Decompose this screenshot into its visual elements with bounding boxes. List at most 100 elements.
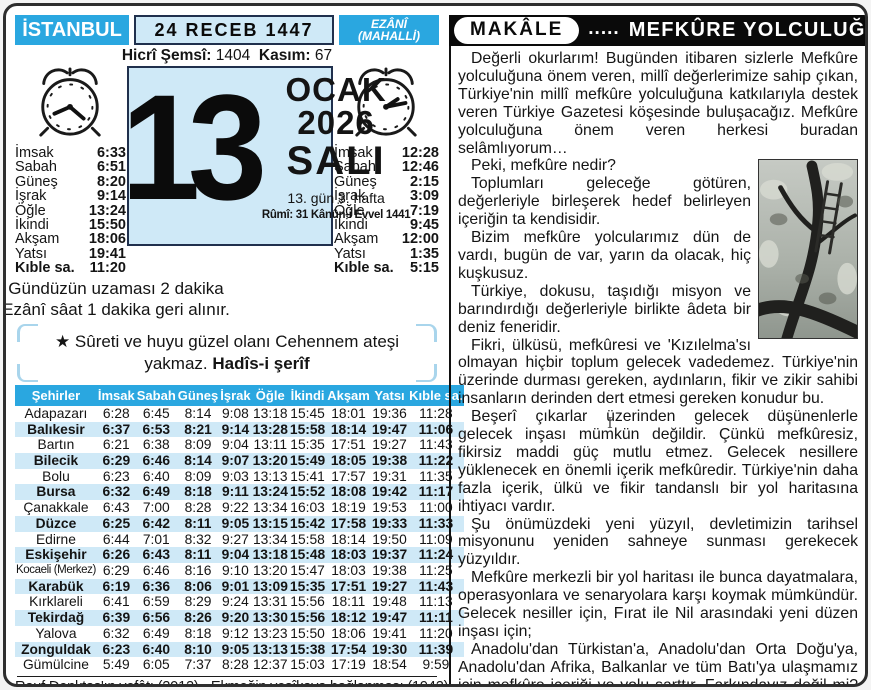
- column-header: İkindi: [288, 384, 327, 406]
- prayer-time-value: 6:51: [96, 159, 126, 176]
- time-cell: 9:14: [221, 421, 250, 437]
- time-cell: 13:20: [252, 453, 288, 469]
- column-header: Şehirler: [15, 384, 97, 406]
- calendar-left-half: İSTANBUL 24 RECEB 1447 EZÂNÎ (MAHALLİ) H…: [6, 15, 464, 687]
- time-cell: 18:19: [331, 500, 366, 516]
- ornament-corner: [17, 324, 38, 343]
- time-cell: 13:18: [252, 405, 288, 421]
- time-cell: 13:18: [252, 547, 288, 563]
- time-cell: 15:48: [289, 547, 326, 563]
- prayer-time-label: İmsak: [333, 145, 373, 161]
- time-cell: 9:27: [221, 531, 249, 547]
- time-cell: 6:46: [142, 563, 170, 578]
- time-cell: 9:05: [221, 641, 250, 657]
- prayer-time-row: Kıble sa. 11:20: [15, 260, 126, 277]
- time-cell: 13:13: [252, 468, 288, 484]
- city-cell: Adapazarı: [24, 405, 88, 421]
- table-row: Bilecik 6:29 6:46 8:14 9:07 13:20 15:49 18:05 19…: [15, 453, 464, 469]
- time-cell: 19:53: [372, 500, 407, 516]
- time-cell: 6:42: [142, 515, 171, 531]
- istanbul-header: İSTANBUL: [15, 15, 129, 45]
- city-cell: Düzce: [35, 515, 77, 531]
- time-cell: 6:44: [102, 531, 130, 547]
- hijri-date-header: 24 RECEB 1447: [134, 15, 334, 45]
- text-segment: ★ Sûreti ve huyu güzel olanı Cehennem at…: [54, 332, 404, 373]
- time-cell: 9:04: [221, 437, 249, 453]
- time-cell: 19:48: [372, 594, 407, 610]
- time-cell: 11:22: [418, 453, 454, 469]
- prayer-time-label: Kıble sa.: [333, 260, 394, 277]
- time-cell: 15:38: [289, 641, 326, 657]
- time-cell: 13:20: [252, 563, 288, 578]
- time-cell: 11:43: [419, 437, 453, 453]
- alarm-clock-icon: [30, 66, 110, 143]
- ezani-header: EZÂNÎ (MAHALLİ): [339, 15, 439, 45]
- time-cell: 9:12: [221, 625, 249, 641]
- divider: [17, 675, 437, 677]
- time-cell: 19:27: [371, 578, 408, 594]
- time-cell: 8:09: [184, 437, 212, 453]
- time-cell: 8:26: [184, 610, 212, 626]
- top-header-row: İSTANBUL 24 RECEB 1447 EZÂNÎ (MAHALLİ): [15, 15, 439, 45]
- time-cell: 8:16: [184, 563, 212, 578]
- prayer-time-label: Öğle: [333, 202, 365, 219]
- prayer-time-value: 12:28: [401, 145, 439, 161]
- prayer-time-label: İkindi: [333, 217, 368, 234]
- prayer-time-label: Yatsı: [333, 245, 366, 262]
- article-paragraph: Değerli okurlarım! Bugünden itibaren siz…: [458, 50, 858, 157]
- time-cell: 13:24: [252, 484, 288, 500]
- city-cell: Bilecik: [33, 453, 79, 469]
- time-cell: 8:29: [184, 594, 212, 610]
- text-segment: Kasım:: [258, 47, 315, 64]
- time-cell: 8:18: [184, 625, 212, 641]
- time-cell: 15:52: [289, 484, 326, 500]
- time-cell: 11:17: [418, 484, 454, 500]
- time-cell: 18:08: [330, 484, 367, 500]
- table-row: Bartın 6:21 6:38 8:09 9:04 13:11 15:35 17:51 19:…: [15, 437, 464, 453]
- prayer-time-row: Güneş 8:20: [15, 173, 126, 190]
- prayer-time-row: İmsak 6:33: [15, 145, 126, 161]
- time-cell: 9:01: [221, 578, 250, 594]
- article-paragraph: Bizim mefkûre yolcularımız dün de vardı,…: [458, 229, 751, 282]
- time-cell: 17:58: [330, 515, 367, 531]
- time-cell: 19:42: [371, 484, 408, 500]
- prayer-time-value: 13:24: [88, 202, 126, 219]
- city-cell: Edirne: [35, 531, 76, 547]
- time-cell: 13:15: [252, 515, 288, 531]
- prayer-time-value: 8:20: [96, 173, 126, 190]
- prayer-time-label: İmsak: [15, 145, 54, 161]
- city-cell: Yalova: [35, 625, 77, 641]
- title-dots: .....: [588, 17, 620, 39]
- time-cell: 19:47: [371, 421, 408, 437]
- time-cell: 17:19: [331, 657, 366, 673]
- istanbul-times-list: İmsak 6:33 Sabah 6:51 Güneş 8:20 İşrak 9:14 Öğle…: [15, 146, 126, 276]
- time-cell: 19:47: [371, 610, 408, 626]
- tree-photo: [750, 159, 864, 346]
- time-cell: 6:40: [142, 641, 171, 657]
- time-cell: 6:46: [142, 453, 171, 469]
- time-cell: 6:39: [102, 610, 131, 626]
- article-paragraph: Beşerî çıkarlar üzerinden gelecek düşüne…: [458, 408, 858, 515]
- time-cell: 19:33: [371, 515, 408, 531]
- prayer-time-label: Akşam: [15, 231, 60, 248]
- time-cell: 17:51: [330, 578, 367, 594]
- time-cell: 11:43: [418, 578, 454, 594]
- prayer-time-value: 11:20: [89, 260, 126, 277]
- city-prayer-times-table: Şehirler İmsak Sabah Güneş İşrak Öğle İkindi Ak…: [15, 384, 464, 673]
- table-row: Kırklareli 6:41 6:59 8:29 9:24 13:31 15:56 18:1…: [15, 594, 464, 610]
- history-line-1: Rauf Denktaş'ın vefâtı (2012) - Ekmeğin …: [15, 678, 449, 687]
- time-cell: 11:39: [418, 641, 454, 657]
- time-cell: 19:27: [372, 437, 407, 453]
- time-cell: 15:35: [290, 437, 325, 453]
- text-segment: Hicrî Şemsî:: [121, 47, 216, 64]
- prayer-time-row: Öğle 13:24: [15, 202, 126, 219]
- time-cell: 6:19: [102, 578, 131, 594]
- prayer-time-row: Akşam 12:00: [334, 232, 439, 247]
- column-header: Güneş: [176, 384, 220, 406]
- time-cell: 9:07: [221, 453, 250, 469]
- time-cell: 6:21: [102, 437, 130, 453]
- time-cell: 6:40: [142, 468, 170, 484]
- time-cell: 9:11: [221, 484, 249, 500]
- time-cell: 9:22: [221, 500, 249, 516]
- city-cell: Kırklareli: [29, 594, 83, 610]
